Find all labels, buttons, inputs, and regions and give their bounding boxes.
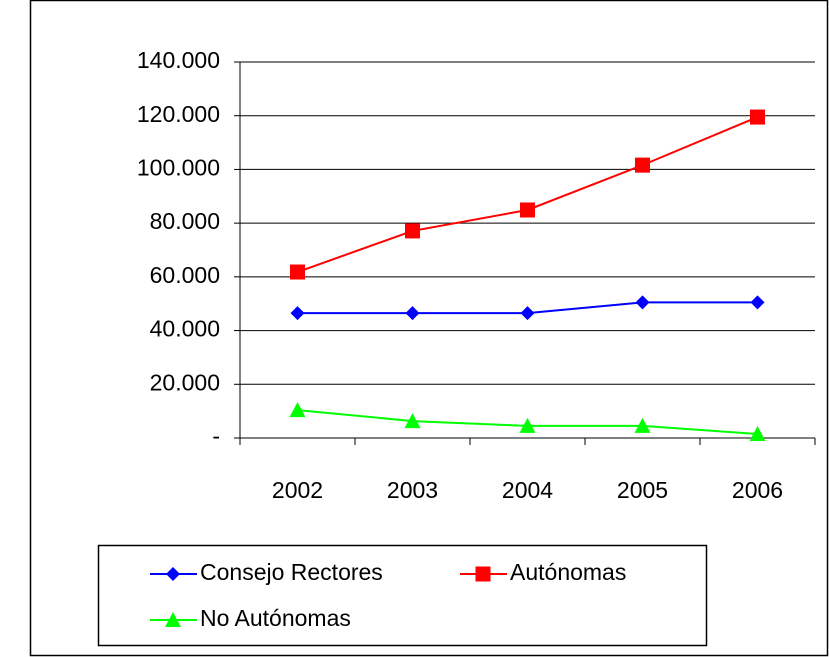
y-tick-label: 140.000 (137, 47, 220, 73)
marker (290, 264, 305, 280)
legend-label: No Autónomas (200, 605, 351, 631)
marker (405, 306, 420, 321)
marker (290, 306, 305, 321)
y-tick-label: - (212, 423, 220, 449)
y-tick-label: 20.000 (150, 369, 220, 395)
marker (520, 306, 535, 321)
x-tick-label: 2006 (732, 477, 783, 503)
legend-label: Consejo Rectores (200, 559, 383, 585)
marker (405, 223, 420, 239)
marker (520, 202, 535, 218)
y-tick-label: 40.000 (150, 316, 220, 342)
x-tick-label: 2005 (617, 477, 668, 503)
marker (749, 425, 766, 441)
marker (750, 109, 765, 125)
marker (165, 612, 181, 627)
legend-label: Autónomas (510, 559, 626, 585)
y-tick-label: 100.000 (137, 155, 220, 181)
x-tick-label: 2003 (387, 477, 438, 503)
marker (404, 413, 421, 429)
marker (166, 567, 180, 581)
marker (635, 295, 650, 310)
y-tick-label: 120.000 (137, 101, 220, 127)
x-tick-label: 2004 (502, 477, 553, 503)
marker (475, 566, 491, 582)
marker (635, 157, 650, 173)
y-tick-label: 60.000 (150, 262, 220, 288)
x-tick-label: 2002 (272, 477, 323, 503)
y-tick-label: 80.000 (150, 208, 220, 234)
legend-box (97, 544, 708, 647)
marker (634, 417, 651, 433)
marker (519, 417, 536, 433)
marker (289, 402, 306, 418)
marker (750, 295, 765, 310)
